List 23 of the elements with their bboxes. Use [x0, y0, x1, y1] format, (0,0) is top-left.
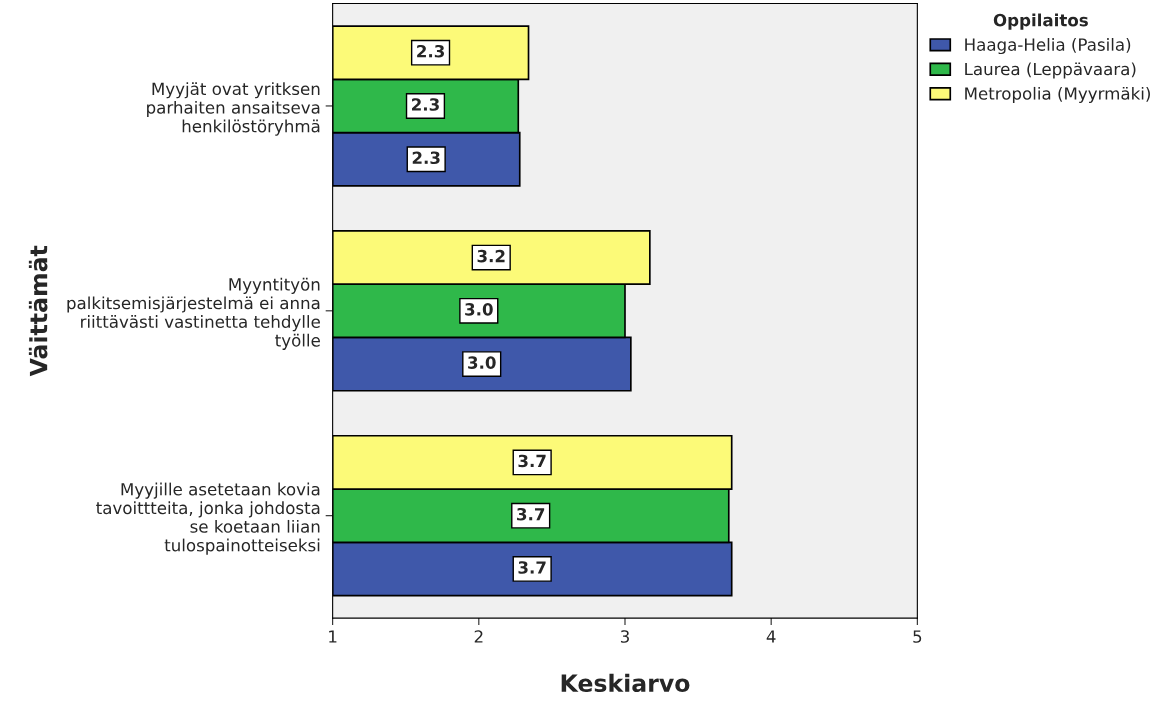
data-label: 3.7 [517, 507, 545, 521]
y-tick-label: Myyntityön palkitsemisjärjestelmä ei anna riittävästi vastinetta tehdylle työlle [67, 277, 320, 350]
legend-label: Metropolia (Myyrmäki) [965, 86, 1150, 104]
legend-label: Laurea (Leppävaara) [965, 62, 1136, 79]
y-tick-label: Myyjille asetetaan kovia tavoittteita, jonka johdosta se koetaan liian tulospainotteiseksi [96, 482, 320, 555]
x-tick-label: 2 [474, 630, 483, 643]
data-label: 3.0 [468, 356, 496, 369]
x-tick-label: 1 [329, 630, 337, 643]
data-label: 3.7 [518, 561, 546, 574]
data-label: 3.7 [518, 454, 546, 468]
legend-label: Haaga-Helia (Pasila) [965, 37, 1131, 55]
y-axis-title: Väittämät [28, 245, 48, 377]
legend-title: Oppilaitos [993, 13, 1088, 30]
data-label: 2.3 [412, 151, 440, 165]
x-tick-label: 4 [766, 630, 776, 643]
data-label: 3.0 [465, 303, 493, 316]
x-tick-label: 3 [620, 630, 629, 643]
y-tick-label: Myyjät ovat yritksen parhaiten ansaitseva henkilöstöryhmä [147, 82, 320, 136]
data-label: 3.2 [477, 249, 505, 263]
x-axis-title: Keskiarvo [561, 673, 690, 693]
data-label: 2.3 [412, 98, 439, 111]
x-tick-label: 5 [913, 630, 922, 643]
data-label: 2.3 [417, 44, 445, 58]
